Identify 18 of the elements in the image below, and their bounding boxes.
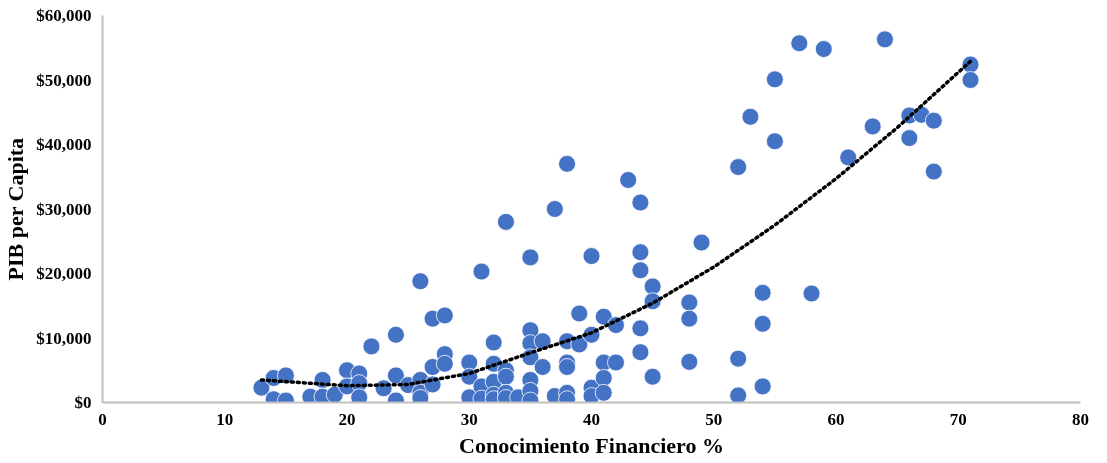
x-tick-label: 20 bbox=[338, 409, 356, 429]
x-axis-title: Conocimiento Financiero % bbox=[459, 432, 724, 458]
x-tick-label: 40 bbox=[583, 409, 600, 429]
y-tick-label: $30,000 bbox=[36, 199, 92, 219]
x-tick-label: 70 bbox=[949, 409, 967, 429]
y-axis-title: PIB per Capita bbox=[3, 137, 29, 281]
y-tick-label: $20,000 bbox=[36, 264, 92, 283]
y-tick-label: $40,000 bbox=[36, 135, 92, 154]
y-tick-label: $50,000 bbox=[36, 70, 92, 90]
x-tick-label: 30 bbox=[460, 409, 478, 429]
x-tick-label: 50 bbox=[705, 409, 723, 429]
y-tick-label: $0 bbox=[74, 393, 92, 412]
y-tick-label: $60,000 bbox=[36, 6, 92, 25]
y-tick-label: $10,000 bbox=[36, 328, 92, 348]
x-tick-label: 10 bbox=[216, 409, 234, 429]
x-tick-label: 60 bbox=[827, 409, 845, 429]
x-tick-label: 80 bbox=[1072, 409, 1089, 429]
x-tick-label: 0 bbox=[98, 409, 107, 429]
